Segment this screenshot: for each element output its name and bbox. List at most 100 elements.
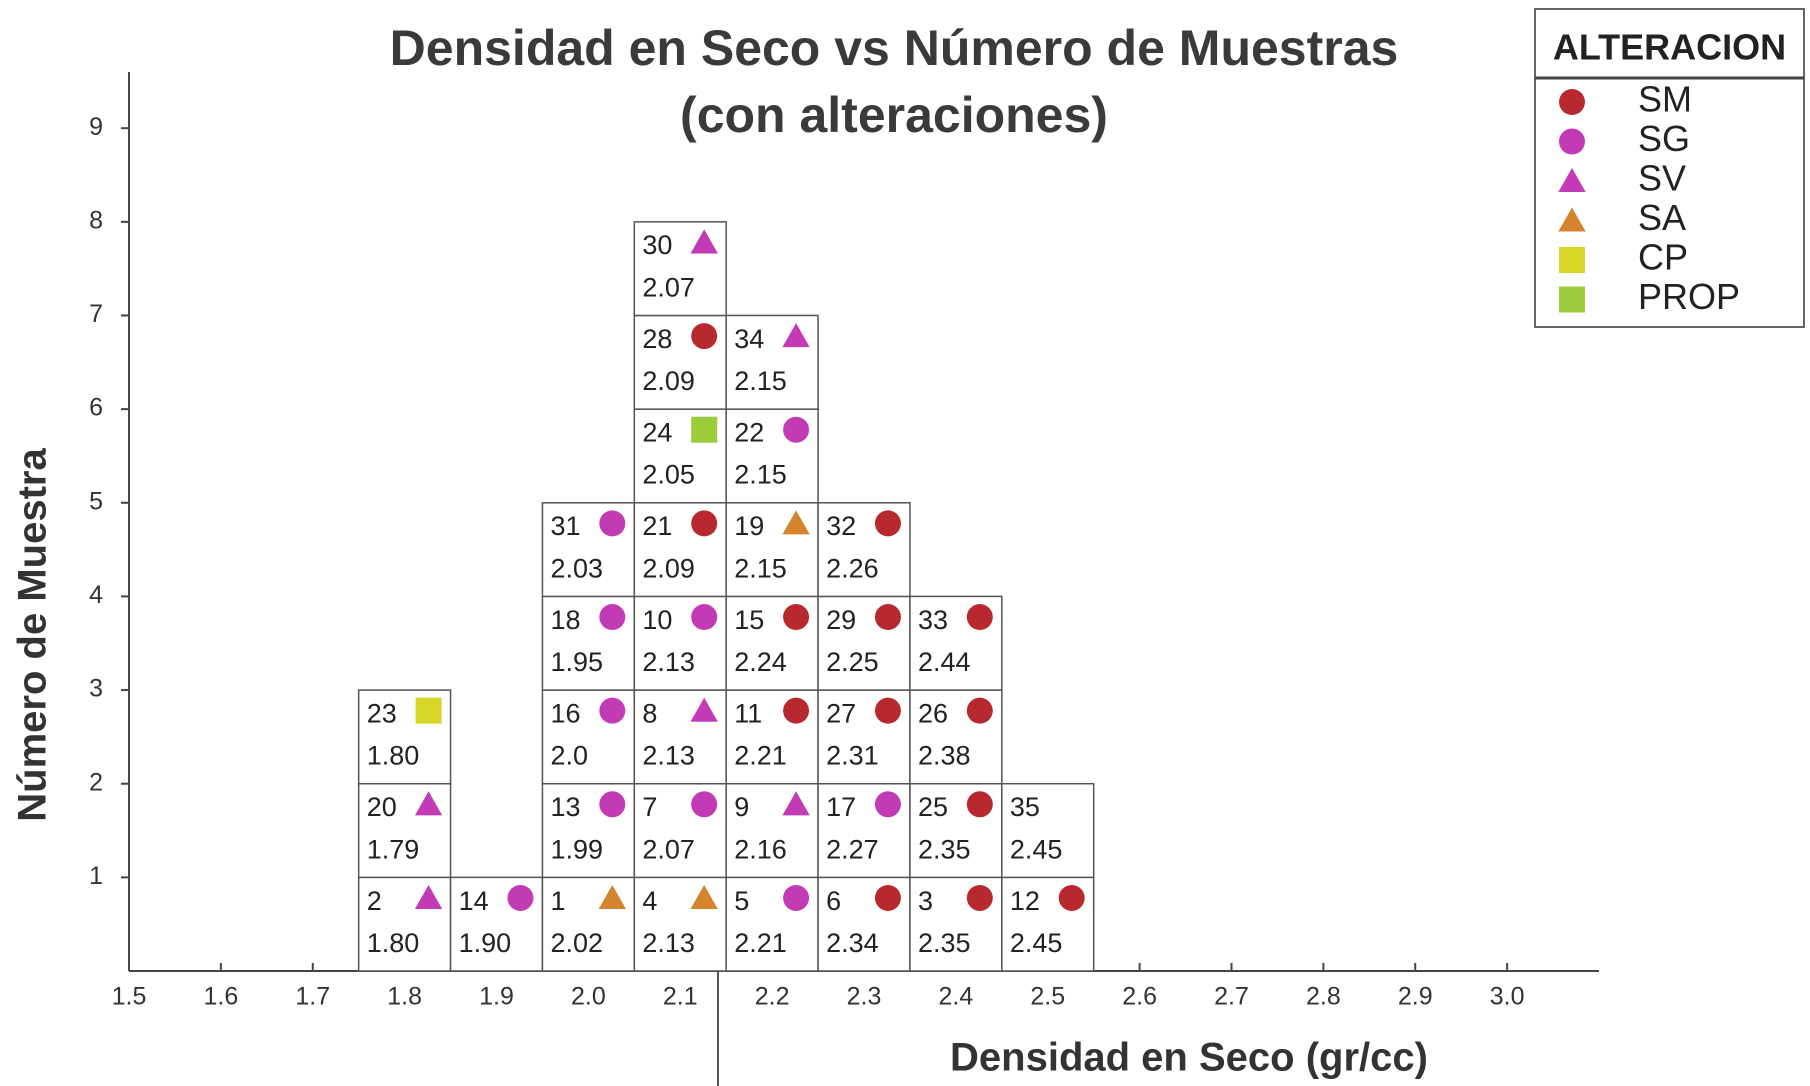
sample-id: 10	[642, 605, 672, 635]
sample-id: 23	[367, 698, 397, 728]
legend-label: PROP	[1638, 276, 1740, 317]
chart-subtitle: (con alteraciones)	[680, 87, 1108, 143]
alteration-marker	[691, 323, 718, 350]
sample-density: 2.13	[642, 928, 695, 958]
sample-id: 17	[826, 792, 856, 822]
alteration-marker	[966, 697, 993, 724]
sample-id: 3	[918, 886, 933, 916]
y-tick-label: 6	[89, 394, 103, 422]
sample-density: 2.05	[642, 460, 695, 490]
sample-id: 33	[918, 605, 948, 635]
x-tick-label: 1.7	[295, 983, 330, 1011]
alteration-marker	[599, 697, 626, 724]
alteration-marker	[782, 323, 810, 348]
sample-density: 2.44	[918, 647, 971, 677]
sample-cell	[357, 876, 452, 972]
sample-density: 2.26	[826, 553, 879, 583]
sample-density: 2.0	[550, 741, 588, 771]
sample-id: 25	[918, 792, 948, 822]
alteration-marker	[783, 604, 810, 631]
alteration-marker	[599, 604, 626, 631]
sample-id: 15	[734, 605, 764, 635]
sample-density: 2.34	[826, 928, 879, 958]
sample-id: 14	[459, 886, 489, 916]
legend-label: CP	[1638, 237, 1688, 278]
sample-density: 2.45	[1010, 834, 1063, 864]
sample-density: 2.15	[734, 553, 787, 583]
sample-density: 2.24	[734, 647, 787, 677]
sample-id: 30	[642, 230, 672, 260]
sample-density: 2.35	[918, 834, 971, 864]
sample-density: 2.31	[826, 741, 879, 771]
y-tick-label: 7	[89, 300, 103, 328]
sample-id: 20	[367, 792, 397, 822]
legend-label: SA	[1638, 197, 1686, 238]
x-tick-label: 1.8	[387, 983, 422, 1011]
sample-cell	[541, 876, 636, 972]
alteration-marker	[783, 416, 810, 443]
y-tick-label: 9	[89, 113, 103, 141]
y-tick-label: 3	[89, 675, 103, 703]
alteration-marker	[598, 884, 626, 910]
sample-density: 2.07	[642, 272, 695, 302]
sample-density: 2.13	[642, 741, 695, 771]
sample-density: 2.16	[734, 834, 787, 864]
y-tick-label: 2	[89, 768, 103, 796]
sample-density: 2.13	[642, 647, 695, 677]
sample-id: 1	[550, 886, 565, 916]
alteration-marker	[690, 229, 718, 254]
legend-marker	[1559, 89, 1585, 115]
y-axis-label: Número de Muestra	[11, 448, 55, 822]
sample-id: 7	[642, 792, 657, 822]
alteration-marker	[966, 884, 993, 911]
alteration-marker	[782, 510, 810, 535]
sample-id: 6	[826, 886, 841, 916]
alteration-marker	[874, 791, 901, 818]
sample-density: 2.45	[1010, 928, 1063, 958]
sample-cell	[725, 782, 819, 879]
sample-density: 2.25	[826, 647, 879, 677]
alteration-marker	[690, 884, 718, 910]
sample-id: 4	[642, 886, 657, 916]
sample-id: 13	[550, 792, 580, 822]
x-tick-label: 3.0	[1490, 983, 1525, 1011]
sample-id: 19	[734, 511, 764, 541]
sample-density: 1.80	[367, 741, 420, 771]
alteration-marker	[414, 791, 443, 816]
legend-label: SM	[1638, 79, 1692, 120]
sample-id: 2	[367, 886, 382, 916]
chart-title: Densidad en Seco vs Número de Muestras	[390, 20, 1399, 76]
sample-id: 22	[734, 418, 764, 448]
x-tick-label: 2.8	[1306, 983, 1341, 1011]
sample-id: 35	[1010, 792, 1040, 822]
alteration-marker	[414, 884, 443, 910]
legend-marker	[1559, 128, 1585, 155]
x-tick-label: 2.9	[1398, 983, 1433, 1011]
sample-id: 21	[642, 511, 672, 541]
sample-density: 1.80	[367, 928, 420, 958]
alteration-marker	[599, 791, 626, 818]
sample-cell	[633, 221, 727, 317]
alteration-marker	[874, 604, 901, 631]
x-tick-label: 2.5	[1030, 983, 1065, 1011]
legend-marker	[1559, 247, 1585, 273]
x-tick-label: 2.7	[1214, 983, 1249, 1011]
sample-density: 2.21	[734, 928, 787, 958]
sample-id: 32	[826, 511, 856, 541]
x-tick-label: 2.6	[1122, 983, 1157, 1011]
sample-cell	[725, 502, 819, 598]
alteration-marker	[783, 697, 810, 724]
y-tick-label: 5	[89, 487, 103, 515]
sample-density: 1.99	[550, 834, 603, 864]
alteration-marker	[1058, 884, 1085, 911]
sample-cell	[633, 876, 727, 972]
x-tick-label: 2.2	[755, 983, 790, 1011]
legend-marker	[1558, 168, 1586, 193]
alteration-marker	[691, 791, 718, 818]
y-tick-label: 8	[89, 206, 103, 234]
sample-id: 8	[642, 698, 657, 728]
sample-density: 2.09	[642, 553, 695, 583]
alteration-marker	[874, 884, 901, 911]
sample-id: 26	[918, 698, 948, 728]
alteration-marker	[691, 416, 718, 443]
